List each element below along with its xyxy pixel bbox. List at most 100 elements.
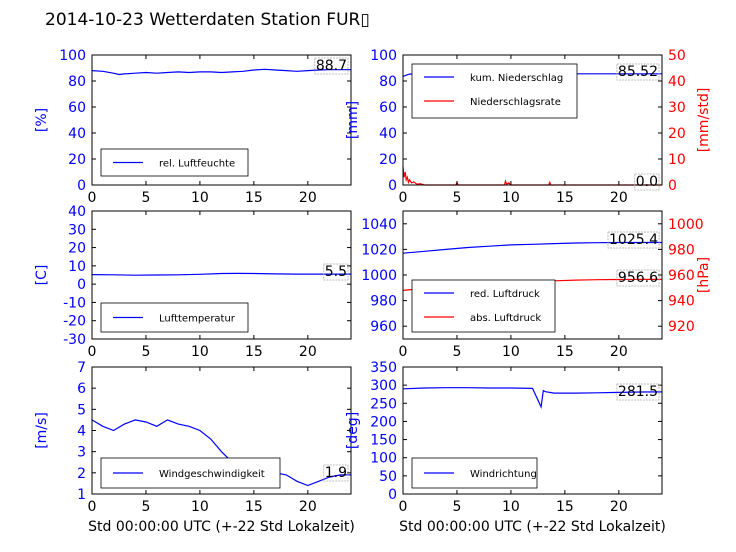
y-tick-label: 200 bbox=[370, 414, 397, 430]
legend: kum. Niederschlag Niederschlagsrate bbox=[411, 63, 578, 119]
last-value-label-box bbox=[616, 63, 660, 81]
y-axis-label: [mm] bbox=[345, 101, 361, 139]
y-tick-label: 50 bbox=[379, 469, 397, 485]
x-tick-label: 15 bbox=[556, 499, 574, 515]
x-tick-label: 20 bbox=[299, 344, 317, 360]
x-tick-label: 0 bbox=[88, 190, 97, 206]
series-line-2 bbox=[402, 166, 662, 186]
y-tick-label: 100 bbox=[370, 48, 397, 64]
last-value-label: 5.5 bbox=[325, 264, 347, 280]
plot-frame bbox=[402, 366, 663, 495]
legend: Lufttemperatur bbox=[100, 302, 249, 333]
y-right-tick-label: 960 bbox=[668, 268, 695, 284]
last-value-label-box bbox=[607, 231, 660, 249]
y-tick-label: 20 bbox=[68, 152, 86, 168]
legend: Windgeschwindigkeit bbox=[100, 457, 281, 489]
x-tick-label: 15 bbox=[245, 190, 263, 206]
last-value-label-box bbox=[314, 57, 349, 75]
x-tick-label: 10 bbox=[191, 499, 209, 515]
legend-entry: Windgeschwindigkeit bbox=[159, 469, 265, 480]
x-tick-label: 20 bbox=[299, 190, 317, 206]
y-tick-label: 5 bbox=[77, 402, 86, 418]
last-value-label: 88.7 bbox=[316, 58, 347, 74]
y-right-tick-label: 50 bbox=[668, 48, 686, 64]
x-tick-label: 10 bbox=[191, 190, 209, 206]
legend-box bbox=[411, 63, 578, 119]
x-tick-label: 10 bbox=[502, 499, 520, 515]
y-tick-label: 40 bbox=[68, 204, 86, 220]
x-tick-label: 0 bbox=[399, 499, 408, 515]
last-value-label: 85.52 bbox=[618, 64, 658, 80]
y-tick-label: 60 bbox=[68, 100, 86, 116]
y-tick-label: -10 bbox=[63, 295, 86, 311]
y-tick-label: 3 bbox=[77, 445, 86, 461]
y-tick-label: 80 bbox=[68, 74, 86, 90]
y-tick-label: 0 bbox=[77, 277, 86, 293]
subplot-5: 0 5 10 15 20 1 2 3 4 5 6 7 [m/s] Std 00:00:00 UTC (+-… bbox=[34, 360, 355, 535]
x-axis-label: Std 00:00:00 UTC (+-22 Std Lokalzeit) bbox=[88, 519, 355, 535]
y-tick-label: 0 bbox=[77, 178, 86, 194]
x-tick-label: 0 bbox=[399, 190, 408, 206]
y-tick-label: -20 bbox=[63, 314, 86, 330]
x-tick-label: 5 bbox=[141, 344, 150, 360]
y-tick-label: 1040 bbox=[361, 217, 397, 233]
y-tick-label: 300 bbox=[370, 378, 397, 394]
last-value-right-label-box bbox=[634, 173, 660, 191]
series-line-1 bbox=[91, 272, 351, 276]
series-line-1 bbox=[91, 419, 351, 487]
x-tick-label: 20 bbox=[610, 190, 628, 206]
y-right-tick-label: 0 bbox=[668, 178, 677, 194]
subplot-3: 0 5 10 15 20 -30 -20 -10 0 10 20 30 40 [C] Lufttempera… bbox=[34, 204, 352, 360]
y-right-tick-label: 1000 bbox=[668, 217, 704, 233]
x-tick-label: 5 bbox=[452, 344, 461, 360]
y-tick-label: 100 bbox=[370, 451, 397, 467]
subplot-4: 0 5 10 15 20 960 980 1000 1020 1040 920 940 960 980 10… bbox=[361, 210, 712, 360]
x-tick-label: 10 bbox=[502, 190, 520, 206]
x-tick-label: 20 bbox=[299, 499, 317, 515]
series-lines bbox=[91, 68, 351, 76]
last-value-label-box bbox=[616, 383, 660, 401]
x-tick-label: 0 bbox=[88, 499, 97, 515]
series-lines bbox=[91, 419, 351, 487]
y-tick-label: 80 bbox=[379, 74, 397, 90]
plot-frame bbox=[402, 54, 663, 186]
y-axis-label: [deg] bbox=[345, 412, 361, 449]
figure-title: 2014-10-23 Wetterdaten Station FUR▯ bbox=[45, 10, 370, 30]
y-tick-label: 1 bbox=[77, 487, 86, 503]
legend: Windrichtung bbox=[411, 457, 538, 489]
series-line-1 bbox=[91, 68, 351, 76]
legend-entry: Windrichtung bbox=[470, 469, 537, 480]
legend: red. Luftdruck abs. Luftdruck bbox=[411, 279, 556, 333]
legend: rel. Luftfeuchte bbox=[100, 148, 249, 177]
y-tick-label: 100 bbox=[59, 48, 86, 64]
y-tick-label: 960 bbox=[370, 319, 397, 335]
x-tick-label: 15 bbox=[556, 190, 574, 206]
y-tick-label: 7 bbox=[77, 360, 86, 376]
subplot-2: 0 5 10 15 20 0 20 40 60 80 100 0 10 20 30 40 50 [mm] [mm/s… bbox=[345, 48, 712, 206]
last-value-label-box bbox=[323, 464, 349, 482]
x-tick-label: 15 bbox=[556, 344, 574, 360]
last-value-right-label: 956.6 bbox=[618, 270, 658, 286]
y-tick-label: 250 bbox=[370, 396, 397, 412]
y-tick-label: 1020 bbox=[361, 242, 397, 258]
x-tick-label: 15 bbox=[245, 499, 263, 515]
y-tick-label: 6 bbox=[77, 381, 86, 397]
y-tick-label: 30 bbox=[68, 222, 86, 238]
y-right-tick-label: 10 bbox=[668, 152, 686, 168]
legend-entry: Lufttemperatur bbox=[159, 314, 236, 325]
last-value-label-box bbox=[323, 263, 349, 281]
x-tick-label: 0 bbox=[399, 344, 408, 360]
last-value-right-label-box bbox=[616, 269, 660, 287]
last-value-label: 281.5 bbox=[618, 384, 658, 400]
legend-entry: Niederschlagsrate bbox=[470, 97, 561, 108]
y-right-tick-label: 980 bbox=[668, 242, 695, 258]
y-right-tick-label: 940 bbox=[668, 294, 695, 310]
y-axis-label: [C] bbox=[34, 265, 50, 286]
plot-frame bbox=[91, 54, 352, 186]
y-tick-label: 0 bbox=[388, 487, 397, 503]
legend-entry: kum. Niederschlag bbox=[470, 73, 563, 84]
series-line-1 bbox=[402, 241, 662, 254]
x-tick-label: 0 bbox=[88, 344, 97, 360]
